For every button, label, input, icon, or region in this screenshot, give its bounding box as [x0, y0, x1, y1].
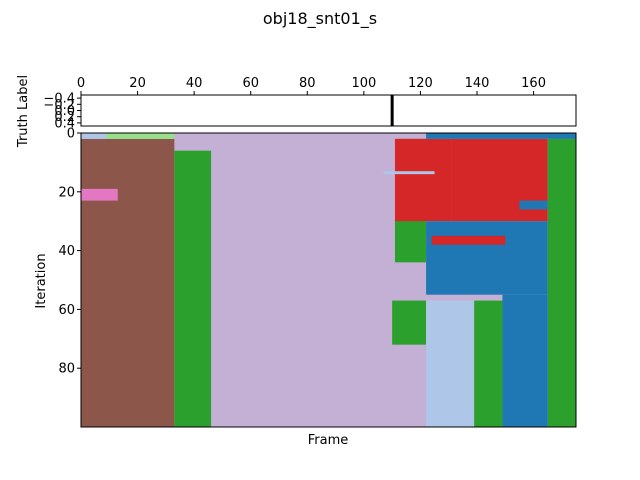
truth-label-marker — [390, 95, 394, 126]
heatmap-region-1 — [81, 138, 175, 427]
top-x-tick-label: 40 — [186, 76, 203, 91]
top-y-tick-label: −0.4 — [43, 92, 75, 107]
top-y-tick-label: 0.0 — [54, 104, 75, 119]
top-y-tick-label: −0.2 — [43, 98, 75, 113]
heatmap-region-12 — [431, 235, 506, 245]
heatmap-region-2 — [81, 133, 107, 139]
heatmap-region-14 — [547, 138, 576, 427]
top-x-tick-label: 0 — [77, 76, 85, 91]
heatmap-region-8 — [394, 138, 452, 222]
heatmap-region-16 — [426, 300, 475, 427]
heatmap-region-13 — [519, 200, 548, 210]
main-y-ticks: 0 20 40 60 80 — [58, 127, 81, 377]
main-y-tick-label: 40 — [58, 244, 75, 259]
top-y-ticks: −0.4−0.20.00.20.4 — [43, 92, 81, 131]
top-y-tick-label: 0.4 — [54, 116, 75, 131]
heatmap-region-17 — [474, 300, 503, 427]
truth-label-panel: 0 20 40 60 80 100 120 140 160 −0.4−0.20.00.20.4 … — [16, 75, 577, 148]
chart-title: obj18_snt01_s — [263, 9, 377, 29]
frame-axis-label: Frame — [308, 433, 349, 448]
heatmap-region-11 — [426, 221, 548, 295]
top-x-tick-label: 160 — [521, 76, 546, 91]
heatmap-regions — [81, 133, 576, 427]
truth-label-frame — [80, 94, 577, 127]
iteration-axis-label: Iteration — [34, 253, 49, 308]
top-x-tick-label: 80 — [299, 76, 316, 91]
truth-label-axis-label: Truth Label — [16, 75, 31, 148]
top-x-tick-label: 140 — [465, 76, 490, 91]
top-x-tick-label: 100 — [351, 76, 376, 91]
top-x-tick-label: 60 — [242, 76, 259, 91]
main-y-tick-label: 20 — [58, 185, 75, 200]
top-x-tick-label: 120 — [408, 76, 433, 91]
main-y-tick-label: 60 — [58, 303, 75, 318]
heatmap-frame — [80, 132, 577, 428]
top-x-tick-label: 20 — [129, 76, 146, 91]
heatmap-region-18 — [502, 294, 548, 427]
main-y-tick-label: 0 — [67, 127, 75, 142]
heatmap-region-15 — [392, 300, 427, 345]
heatmap-region-10 — [426, 133, 576, 139]
heatmap-region-4 — [81, 188, 118, 201]
heatmap-region-3 — [106, 133, 175, 139]
heatmap-region-5 — [174, 150, 212, 427]
iteration-heatmap-panel: 0 20 40 60 80 Iteration Frame — [34, 127, 577, 448]
heatmap-region-19 — [383, 171, 435, 175]
top-y-tick-label: 0.2 — [54, 110, 75, 125]
main-y-tick-label: 80 — [58, 362, 75, 377]
top-x-ticks: 0 20 40 60 80 100 120 140 160 — [77, 76, 546, 95]
